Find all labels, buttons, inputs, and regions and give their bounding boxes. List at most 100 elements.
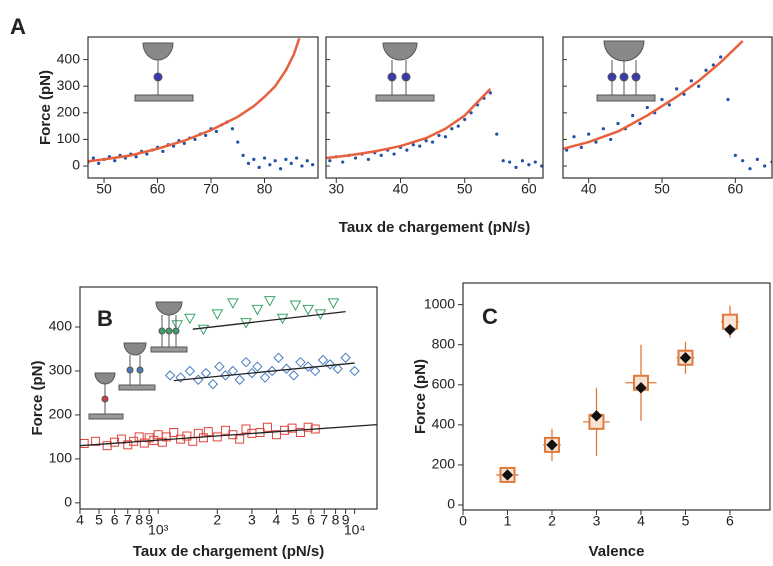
x-tick-label: 3 (593, 513, 601, 529)
x-tick-label: 10⁴ (344, 522, 366, 538)
x-tick-label: 4 (273, 512, 281, 528)
fit-line (563, 40, 744, 150)
x-tick-label: 2 (548, 513, 556, 529)
y-axis-label: Force (pN) (412, 359, 429, 434)
y-tick-label: 0 (72, 157, 80, 173)
point (495, 132, 499, 136)
point (240, 356, 252, 368)
x-tick-label: 60 (728, 181, 744, 197)
y-axis-label: Force (pN) (29, 360, 46, 435)
x-tick-label: 50 (96, 181, 112, 197)
x-tick-label: 9 (342, 512, 350, 528)
y-tick-label: 200 (49, 406, 73, 422)
point (134, 155, 138, 159)
point (97, 161, 101, 165)
point (288, 370, 299, 381)
point (546, 439, 558, 451)
point (80, 438, 89, 448)
point (139, 438, 149, 448)
point (675, 87, 679, 91)
point (689, 79, 693, 83)
x-tick-label: 10³ (148, 522, 169, 538)
axes-frame (79, 286, 378, 510)
point (379, 153, 383, 157)
point (263, 296, 276, 307)
point (520, 159, 525, 163)
point (667, 103, 671, 107)
point (110, 437, 120, 447)
point (266, 365, 278, 377)
point (280, 425, 290, 435)
y-tick-label: 600 (432, 375, 456, 391)
point (144, 433, 154, 443)
point (733, 153, 737, 157)
point (246, 367, 258, 379)
point (366, 157, 370, 161)
point (204, 133, 208, 138)
icon-b2 (118, 342, 156, 391)
point (171, 320, 184, 331)
point (726, 97, 730, 102)
y-tick-label: 200 (432, 456, 456, 472)
x-tick-label: 0 (459, 513, 467, 529)
point (262, 156, 267, 160)
point (295, 428, 305, 438)
point (450, 127, 454, 131)
fit-line (173, 362, 355, 382)
point (251, 304, 264, 316)
point (175, 372, 186, 383)
x-tick-label: 9 (145, 512, 153, 528)
point (430, 140, 435, 144)
plot-area (88, 37, 315, 171)
point (281, 363, 292, 374)
point (501, 159, 505, 163)
point (211, 309, 224, 320)
point (660, 97, 664, 102)
point (295, 156, 299, 160)
y-tick-label: 0 (64, 494, 72, 510)
x-tick-label: 60 (150, 181, 166, 197)
point (220, 425, 230, 435)
point (252, 361, 263, 372)
point (102, 441, 112, 451)
x-tick-label: 3 (248, 512, 256, 528)
point (184, 313, 196, 325)
point (411, 143, 415, 147)
axes-frame (87, 36, 319, 179)
point (241, 153, 245, 157)
point (704, 68, 708, 72)
point (278, 167, 283, 171)
point (295, 356, 306, 368)
point (184, 365, 196, 377)
illustrations (88, 40, 656, 420)
point (91, 436, 101, 446)
fit-line (192, 310, 346, 330)
y-tick-label: 800 (432, 335, 456, 351)
point (182, 431, 192, 441)
x-tick-label: 6 (726, 513, 734, 529)
point (601, 127, 605, 131)
point (488, 91, 492, 95)
plot-area (563, 40, 772, 171)
point (169, 428, 179, 438)
point (724, 323, 736, 336)
point (594, 140, 598, 144)
point (341, 160, 345, 164)
point (514, 165, 518, 169)
axes-frame (325, 36, 544, 179)
point (289, 300, 302, 312)
point (273, 352, 284, 363)
y-tick-label: 300 (57, 77, 81, 93)
point (311, 163, 315, 167)
point (212, 432, 222, 442)
point (719, 55, 723, 59)
x-tick-label: 4 (637, 513, 645, 529)
panel-label: A (10, 14, 26, 39)
point (309, 365, 321, 377)
point (214, 129, 218, 134)
point (203, 427, 213, 437)
plot-area (80, 296, 377, 451)
panel-label: B (97, 306, 113, 331)
